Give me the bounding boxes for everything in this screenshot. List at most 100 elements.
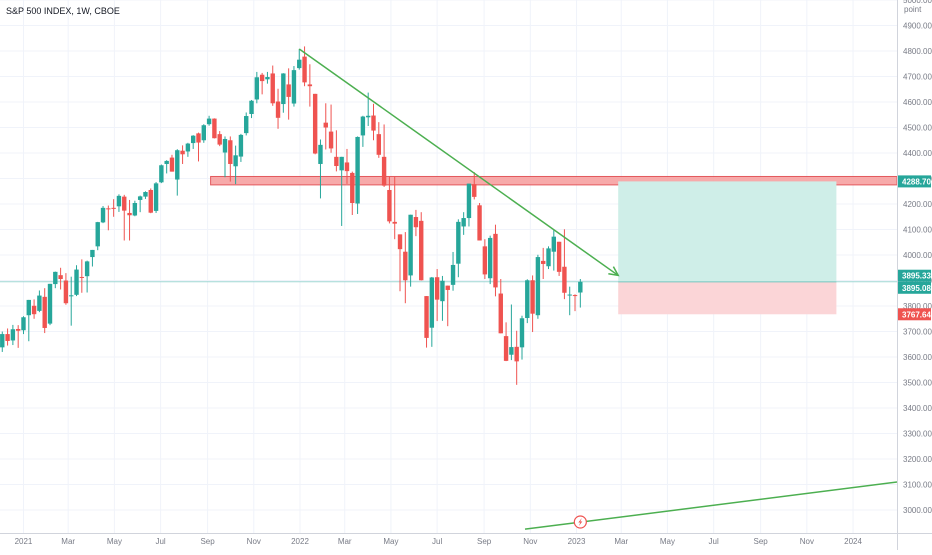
candle (254, 71, 260, 104)
price-tag: 4288.70 (898, 175, 931, 188)
price-tag-value: 4288.70 (902, 177, 931, 186)
y-tick-label: 3600.00 (903, 353, 932, 362)
x-tick-label: May (383, 537, 398, 546)
candle-body (116, 195, 122, 207)
candle (175, 149, 180, 196)
candle-body (79, 276, 85, 278)
candle (344, 148, 350, 184)
candle (509, 304, 514, 361)
candle (318, 139, 323, 199)
candle-body (90, 249, 95, 258)
candle (53, 271, 58, 289)
x-tick-label: 2024 (844, 537, 862, 546)
candle-body (419, 220, 424, 281)
candle-body (217, 134, 222, 145)
price-tag-bg (898, 269, 931, 282)
candle-body (472, 184, 477, 197)
candle (31, 299, 37, 319)
grid-lines (0, 0, 897, 533)
x-tick-label: Sep (477, 537, 492, 546)
candle-body (541, 260, 546, 264)
candle (5, 328, 10, 346)
candle (371, 103, 376, 141)
candle-body (106, 208, 111, 210)
candle-body (493, 233, 498, 288)
candle-body (482, 246, 488, 275)
y-tick-label: 3100.00 (903, 481, 932, 490)
candle-body (15, 328, 21, 331)
candle (397, 234, 403, 292)
candle (42, 288, 47, 334)
candle-body (84, 261, 90, 277)
candle (143, 191, 148, 199)
candle (419, 212, 424, 281)
candle (212, 118, 217, 139)
candle (63, 273, 69, 305)
candle (355, 136, 360, 214)
candle-body (69, 295, 74, 297)
candle (79, 259, 85, 293)
candle (286, 68, 291, 120)
x-tick-label: Sep (754, 537, 769, 546)
candle (265, 71, 270, 84)
candle-body (95, 222, 100, 247)
candle-body (249, 100, 254, 114)
candle (360, 115, 366, 147)
candle (482, 239, 488, 279)
candle-body (259, 74, 265, 82)
price-tag-bg (898, 175, 931, 188)
y-tick-label: 3800.00 (903, 302, 932, 311)
candle (106, 205, 111, 231)
candle (429, 276, 435, 347)
candle-body (456, 221, 461, 264)
candle-body (535, 257, 541, 316)
candle (90, 249, 95, 267)
candle-body (159, 165, 164, 183)
candle-body (546, 248, 551, 267)
candle (58, 267, 63, 290)
candle (477, 202, 482, 241)
candle-body (339, 156, 344, 171)
candle (132, 200, 138, 217)
candle-body (122, 196, 127, 211)
x-tick-label: May (107, 537, 122, 546)
candle-body (503, 336, 509, 361)
candle-body (190, 135, 196, 144)
candle-body (429, 277, 435, 328)
candle-body (21, 317, 26, 331)
candle-body (312, 93, 318, 154)
x-tick-label: Nov (247, 537, 261, 546)
candle (116, 194, 122, 212)
candle-body (212, 118, 217, 139)
candle (127, 199, 132, 241)
candle-body (164, 160, 169, 164)
candle-body (42, 296, 47, 328)
candle-body (413, 217, 419, 228)
candle-body (562, 266, 567, 293)
candle-body (376, 134, 382, 155)
y-tick-label: 3200.00 (903, 455, 932, 464)
candle-body (53, 271, 58, 285)
x-tick-label: Nov (523, 537, 537, 546)
candle (206, 115, 212, 126)
candle (450, 251, 456, 291)
price-tag-bg (898, 281, 931, 294)
candle-body (381, 156, 387, 186)
candle (201, 124, 206, 143)
candle (381, 124, 387, 187)
candle-body (132, 202, 138, 216)
candle-body (334, 156, 339, 167)
candle (169, 154, 175, 172)
event-marker[interactable] (573, 515, 587, 529)
candle-body (434, 277, 440, 300)
y-tick-label: 4400.00 (903, 149, 932, 158)
candle-body (286, 84, 291, 97)
candle-body (318, 144, 323, 164)
price-labels: 4288.70 3895.33 3895.08 3767.64 (898, 175, 931, 321)
candle (472, 172, 477, 200)
candle-body (344, 162, 350, 172)
candle-body (525, 280, 530, 319)
candle (84, 260, 90, 293)
